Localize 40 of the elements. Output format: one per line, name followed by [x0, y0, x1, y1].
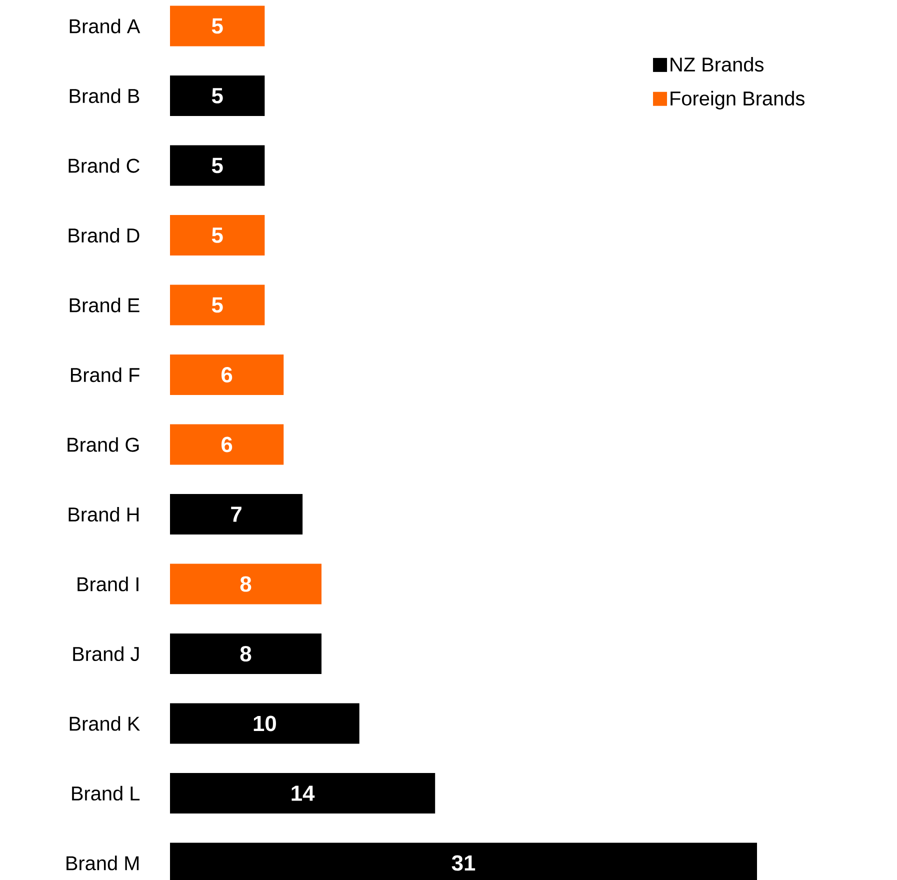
y-tick-label: Brand E: [70, 298, 140, 312]
data-label: 5: [212, 228, 223, 243]
bar: [170, 703, 360, 744]
data-label: 5: [212, 158, 223, 174]
bar: [170, 773, 436, 814]
data-label: 6: [222, 366, 232, 383]
data-label: 8: [240, 576, 252, 592]
bar: [170, 145, 265, 186]
data-label: 8: [240, 646, 252, 662]
data-label: 5: [212, 88, 223, 104]
data-label: 6: [222, 436, 232, 452]
bar: [170, 564, 322, 604]
bar: [170, 424, 284, 465]
bar: [170, 634, 322, 674]
legend-label: Foreign Brands: [670, 90, 804, 110]
bar: [170, 6, 265, 46]
bar: [170, 284, 265, 326]
bar: [170, 494, 303, 534]
data-label: 5: [212, 297, 223, 313]
y-tick-label: Brand L: [72, 786, 140, 801]
bar: [170, 354, 284, 395]
y-tick-label: Brand I: [78, 576, 138, 592]
y-tick-label: Brand D: [68, 228, 140, 243]
y-tick-label: Brand H: [68, 506, 139, 522]
y-tick-label: Brand K: [70, 716, 140, 731]
y-tick-label: Brand G: [68, 437, 139, 452]
y-tick-label: Brand F: [70, 367, 140, 382]
legend-label: NZ Brands: [670, 56, 764, 72]
bar: [170, 76, 265, 116]
y-tick-label: Brand B: [70, 88, 140, 104]
data-label: 5: [212, 18, 223, 34]
data-label: 14: [292, 786, 315, 801]
y-tick-label: Brand M: [66, 856, 139, 870]
data-label: 31: [452, 855, 476, 871]
data-label: 7: [231, 506, 242, 522]
y-tick-label: Brand A: [70, 18, 140, 34]
data-label: 10: [254, 716, 276, 732]
y-tick-label: Brand C: [68, 158, 140, 173]
bar: [170, 215, 265, 256]
y-tick-label: Brand J: [73, 646, 139, 662]
